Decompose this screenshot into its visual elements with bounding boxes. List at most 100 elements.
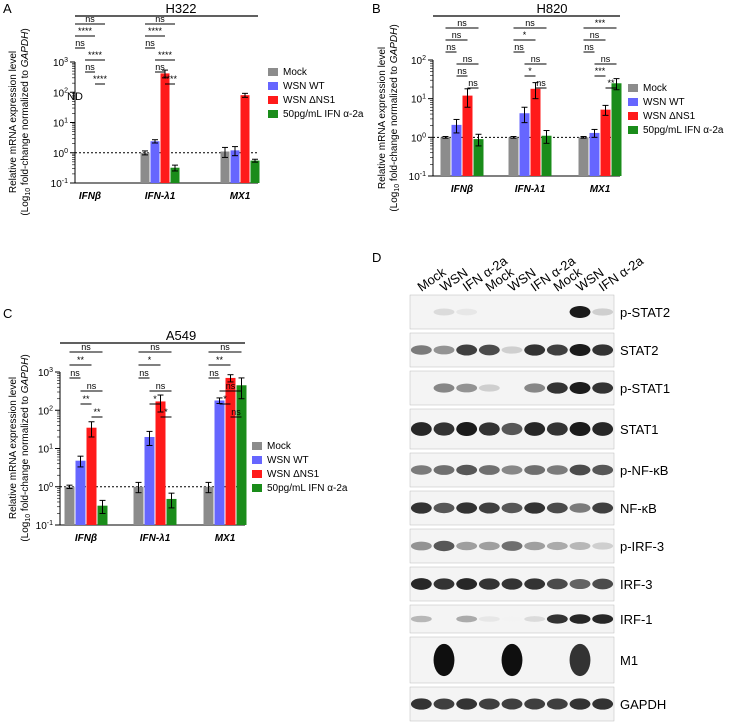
bar	[250, 160, 260, 183]
bar	[160, 73, 170, 183]
blot-band	[592, 614, 614, 624]
blot-band	[524, 422, 546, 436]
blot-band	[592, 382, 614, 394]
legend-swatch	[628, 84, 638, 92]
legend-swatch	[628, 98, 638, 106]
bar	[64, 486, 75, 525]
blot-band	[569, 421, 591, 437]
blot-band	[501, 578, 523, 590]
blot-band	[524, 541, 546, 551]
significance-label: ns	[536, 78, 546, 88]
blot-band	[456, 421, 478, 437]
y-tick-label: 10-1	[51, 178, 68, 190]
blot-band	[592, 422, 614, 436]
significance-label: ns	[145, 38, 155, 48]
significance-label: ns	[468, 78, 478, 88]
significance-label: ns	[531, 54, 541, 64]
blot-band	[501, 346, 523, 354]
blot-band	[546, 614, 568, 624]
significance-label: ns	[457, 18, 467, 28]
y-axis-label: Relative mRNA expression level(Log10 fol…	[377, 24, 401, 211]
legend-swatch	[252, 456, 262, 464]
blot-band	[569, 643, 591, 677]
y-tick-label: 101	[411, 94, 426, 106]
y-axis-label-line2: (Log10 fold-change normalized to GAPDH)	[389, 24, 401, 211]
significance-label: **	[77, 355, 85, 365]
chart-title-h820: H820	[536, 1, 567, 16]
blot-band	[410, 615, 432, 623]
blot-band	[433, 422, 455, 436]
significance-label: ns	[70, 368, 80, 378]
blot-band	[410, 502, 432, 514]
x-category-label: IFNβ	[451, 184, 473, 195]
blot-band	[501, 422, 523, 436]
bar	[508, 137, 519, 176]
blot-band	[410, 465, 432, 475]
bar	[530, 88, 541, 176]
blot-band	[546, 502, 568, 514]
blot-band	[592, 308, 614, 316]
significance-label: ns	[514, 42, 524, 52]
significance-label: *	[164, 407, 168, 417]
significance-label: ****	[93, 74, 108, 84]
blot-band	[410, 698, 432, 710]
bar	[578, 137, 589, 176]
blot-band	[546, 465, 568, 475]
blot-band	[592, 698, 614, 710]
y-axis-label-line2: (Log10 fold-change normalized to GAPDH)	[20, 354, 32, 541]
blot-band	[592, 464, 614, 476]
significance-label: ns	[139, 368, 149, 378]
significance-label: ***	[595, 18, 606, 28]
chart-title-h322: H322	[165, 1, 196, 16]
bar	[203, 486, 214, 525]
panel-letter-c: C	[3, 306, 12, 321]
blot-band	[524, 698, 546, 710]
bar	[214, 400, 225, 525]
blot-band	[501, 698, 523, 710]
blot-band	[546, 344, 568, 356]
legend-label: 50pg/mL IFN α-2a	[283, 109, 364, 120]
blot-band	[456, 383, 478, 393]
bar	[170, 167, 180, 183]
legend-swatch	[628, 126, 638, 134]
blot-row-label: p-STAT1	[620, 381, 670, 396]
blot-band	[478, 344, 500, 356]
y-axis-label-line1: Relative mRNA expression level	[8, 51, 19, 193]
bar	[589, 132, 600, 176]
blot-band	[569, 698, 591, 710]
significance-label: ns	[155, 14, 165, 24]
legend-swatch	[252, 442, 262, 450]
legend-label: WSN WT	[267, 455, 309, 466]
bar	[462, 95, 473, 176]
significance-label: ns	[601, 54, 611, 64]
blot-band	[569, 542, 591, 550]
blot-band	[410, 578, 432, 590]
blot-row-label: p-NF-κB	[620, 463, 668, 478]
significance-label: ns	[75, 38, 85, 48]
blot-band	[524, 344, 546, 356]
blot-band	[433, 383, 455, 393]
x-category-label: IFN-λ1	[140, 533, 171, 544]
legend-swatch	[268, 82, 278, 90]
significance-label: ns	[150, 342, 160, 352]
significance-label: ns	[156, 381, 166, 391]
y-axis-label-line1: Relative mRNA expression level	[8, 377, 19, 519]
significance-label: **	[216, 355, 224, 365]
bar	[225, 377, 236, 525]
chart-h322: 10-1 100 101 102 103 Relative mRNA expression…	[8, 14, 364, 216]
blot-band	[569, 344, 591, 356]
blot-band	[501, 465, 523, 475]
blot-row-label: IRF-3	[620, 577, 653, 592]
y-tick-label: 100	[411, 132, 426, 144]
blot-band	[478, 541, 500, 551]
legend-label: Mock	[283, 67, 308, 78]
blot-band	[478, 465, 500, 475]
blot-band	[410, 345, 432, 355]
y-axis-label-line1: Relative mRNA expression level	[377, 47, 388, 189]
significance-label: *	[528, 66, 532, 76]
blot-row-label: IRF-1	[620, 612, 653, 627]
bar	[541, 135, 552, 176]
blot-band	[524, 465, 546, 475]
legend-label: 50pg/mL IFN α-2a	[267, 483, 348, 494]
